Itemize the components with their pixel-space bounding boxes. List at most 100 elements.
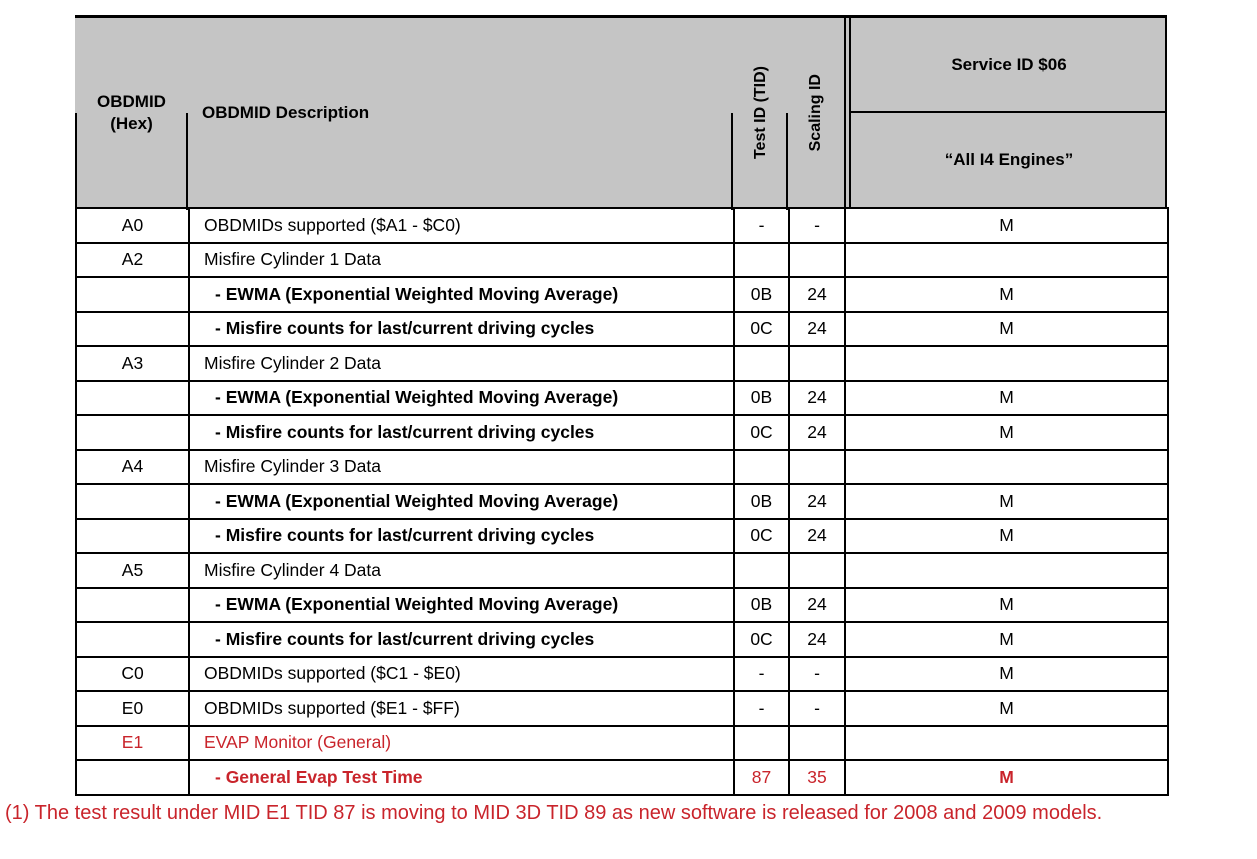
cell-test-id: 0B — [733, 379, 790, 416]
cell-scaling-id: 24 — [788, 379, 846, 416]
cell-all-i4: M — [844, 379, 1169, 416]
table-row: A5 Misfire Cylinder 4 Data — [75, 552, 1169, 589]
table-row: - Misfire counts for last/current drivin… — [75, 621, 1169, 658]
cell-scaling-id — [788, 552, 846, 589]
table-row: - General Evap Test Time 87 35 M — [75, 759, 1169, 796]
cell-test-id: 0C — [733, 621, 790, 658]
cell-obdmid — [75, 379, 190, 416]
cell-all-i4 — [844, 724, 1169, 761]
cell-description: - EWMA (Exponential Weighted Moving Aver… — [188, 586, 735, 623]
cell-description: OBDMIDs supported ($C1 - $E0) — [188, 655, 735, 692]
header-obdmid-description: OBDMID Description — [202, 102, 370, 122]
cell-test-id — [733, 345, 790, 382]
cell-all-i4 — [844, 345, 1169, 382]
table-body-grid: A0 OBDMIDs supported ($A1 - $C0) - - M A2 Misf… — [75, 207, 1169, 796]
cell-test-id — [733, 448, 790, 485]
table-row: A3 Misfire Cylinder 2 Data — [75, 345, 1169, 382]
cell-scaling-id: - — [788, 655, 846, 692]
cell-test-id: 0C — [733, 310, 790, 347]
cell-obdmid: A5 — [75, 552, 190, 589]
cell-test-id: 0C — [733, 414, 790, 451]
cell-description: OBDMIDs supported ($A1 - $C0) — [188, 207, 735, 244]
table-row: A4 Misfire Cylinder 3 Data — [75, 448, 1169, 485]
obdmid-table: OBDMID (Hex) OBDMID Description Test ID … — [75, 15, 1169, 796]
cell-scaling-id — [788, 345, 846, 382]
header-partial-border-left — [75, 113, 77, 210]
cell-description: Misfire Cylinder 3 Data — [188, 448, 735, 485]
header-test-id: Test ID (TID) — [733, 18, 788, 207]
cell-test-id: 0B — [733, 276, 790, 313]
table-row: - EWMA (Exponential Weighted Moving Aver… — [75, 276, 1169, 313]
cell-test-id: 0C — [733, 517, 790, 554]
cell-all-i4 — [844, 552, 1169, 589]
cell-scaling-id: 24 — [788, 483, 846, 520]
header-all-i4-engines: “All I4 Engines” — [944, 150, 1074, 169]
header-obdmid-hex: OBDMID (Hex) — [97, 92, 166, 133]
cell-scaling-id: 24 — [788, 414, 846, 451]
cell-scaling-id: 24 — [788, 517, 846, 554]
footnote: (1) The test result under MID E1 TID 87 … — [5, 802, 1103, 824]
cell-scaling-id: - — [788, 207, 846, 244]
cell-test-id — [733, 724, 790, 761]
header-scaling-id: Scaling ID — [788, 18, 844, 207]
table-row: E0 OBDMIDs supported ($E1 - $FF) - - M — [75, 690, 1169, 727]
cell-all-i4: M — [844, 276, 1169, 313]
cell-test-id: 87 — [733, 759, 790, 796]
cell-obdmid — [75, 759, 190, 796]
header-partial-border-desc-tid — [731, 113, 733, 210]
cell-all-i4: M — [844, 414, 1169, 451]
cell-all-i4: M — [844, 690, 1169, 727]
cell-description: - Misfire counts for last/current drivin… — [188, 414, 735, 451]
cell-all-i4: M — [844, 483, 1169, 520]
cell-test-id: 0B — [733, 586, 790, 623]
cell-scaling-id: 24 — [788, 276, 846, 313]
cell-obdmid — [75, 276, 190, 313]
cell-obdmid: A3 — [75, 345, 190, 382]
cell-obdmid: A4 — [75, 448, 190, 485]
table-row: A2 Misfire Cylinder 1 Data — [75, 241, 1169, 278]
cell-scaling-id: 35 — [788, 759, 846, 796]
cell-obdmid: C0 — [75, 655, 190, 692]
cell-scaling-id: 24 — [788, 310, 846, 347]
cell-all-i4 — [844, 241, 1169, 278]
header-service-id: Service ID $06 — [851, 18, 1167, 113]
cell-obdmid — [75, 586, 190, 623]
header-test-id-label: Test ID (TID) — [751, 65, 769, 160]
table-row: E1 EVAP Monitor (General) — [75, 724, 1169, 761]
cell-description: - Misfire counts for last/current drivin… — [188, 517, 735, 554]
cell-obdmid: E1 — [75, 724, 190, 761]
cell-all-i4: M — [844, 655, 1169, 692]
cell-obdmid — [75, 517, 190, 554]
cell-obdmid: A2 — [75, 241, 190, 278]
cell-description: - Misfire counts for last/current drivin… — [188, 310, 735, 347]
cell-all-i4: M — [844, 759, 1169, 796]
cell-description: EVAP Monitor (General) — [188, 724, 735, 761]
cell-description: OBDMIDs supported ($E1 - $FF) — [188, 690, 735, 727]
cell-scaling-id — [788, 448, 846, 485]
header-service-group: Service ID $06 “All I4 Engines” — [844, 18, 1167, 207]
table-body: A0 OBDMIDs supported ($A1 - $C0) - - M A2 Misf… — [75, 207, 1169, 796]
cell-scaling-id — [788, 241, 846, 278]
header-partial-border-tid-sid — [786, 113, 788, 210]
cell-scaling-id: - — [788, 690, 846, 727]
cell-description: - Misfire counts for last/current drivin… — [188, 621, 735, 658]
table-row: - Misfire counts for last/current drivin… — [75, 517, 1169, 554]
cell-description: - EWMA (Exponential Weighted Moving Aver… — [188, 276, 735, 313]
cell-test-id: - — [733, 655, 790, 692]
cell-all-i4: M — [844, 586, 1169, 623]
cell-description: - EWMA (Exponential Weighted Moving Aver… — [188, 379, 735, 416]
cell-all-i4 — [844, 448, 1169, 485]
cell-all-i4: M — [844, 310, 1169, 347]
cell-description: - General Evap Test Time — [188, 759, 735, 796]
cell-obdmid — [75, 310, 190, 347]
cell-description: - EWMA (Exponential Weighted Moving Aver… — [188, 483, 735, 520]
cell-obdmid — [75, 483, 190, 520]
header-partial-border-mid-desc — [186, 113, 188, 210]
cell-obdmid: E0 — [75, 690, 190, 727]
table-row: - Misfire counts for last/current drivin… — [75, 414, 1169, 451]
cell-test-id — [733, 552, 790, 589]
cell-description: Misfire Cylinder 2 Data — [188, 345, 735, 382]
cell-obdmid: A0 — [75, 207, 190, 244]
cell-test-id: - — [733, 207, 790, 244]
